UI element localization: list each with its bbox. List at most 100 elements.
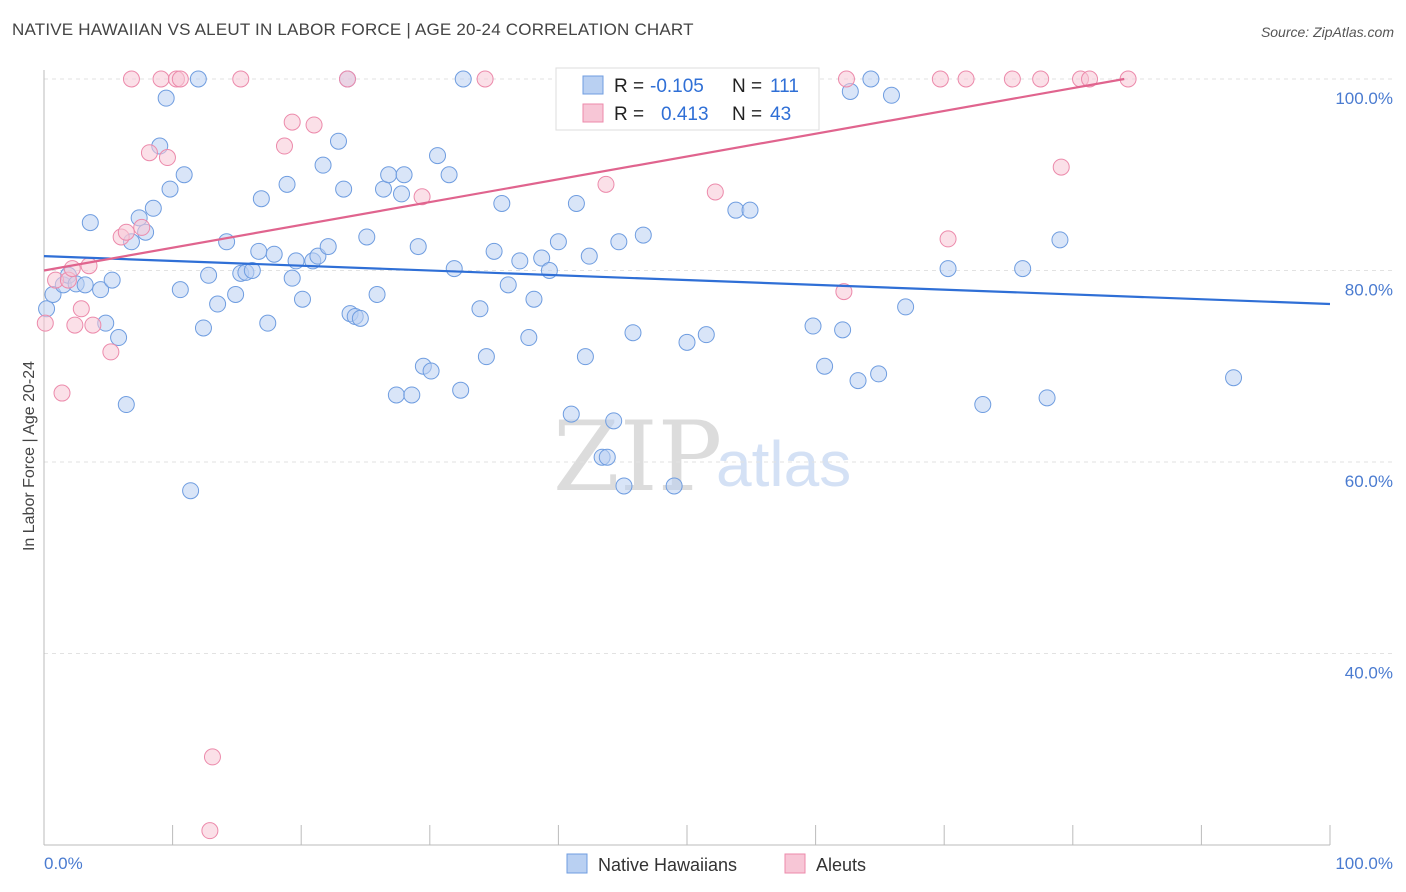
stats-swatch-blue bbox=[582, 75, 604, 95]
native-hawaiian-point bbox=[605, 412, 623, 430]
stats-swatch-pink bbox=[582, 103, 604, 123]
native-hawaiian-point bbox=[259, 314, 277, 332]
aleut-point bbox=[102, 343, 120, 361]
native-hawaiian-point bbox=[471, 300, 489, 318]
native-hawaiian-point bbox=[368, 285, 386, 303]
native-hawaiian-point bbox=[485, 242, 503, 260]
x-tick-label-max: 100.0% bbox=[1335, 854, 1393, 873]
aleut-point bbox=[171, 70, 189, 88]
aleut-point bbox=[939, 230, 957, 248]
native-hawaiian-point bbox=[445, 260, 463, 278]
aleut-point bbox=[232, 70, 250, 88]
native-hawaiian-point bbox=[358, 228, 376, 246]
aleut-point bbox=[283, 113, 301, 131]
native-hawaiian-point bbox=[429, 147, 447, 165]
native-hawaiian-point bbox=[117, 396, 135, 414]
stats-n-value-1: 111 bbox=[770, 76, 799, 97]
native-hawaiian-point bbox=[576, 348, 594, 366]
native-hawaiian-point bbox=[403, 386, 421, 404]
aleut-point bbox=[117, 223, 135, 241]
aleut-point bbox=[931, 70, 949, 88]
native-hawaiian-point bbox=[598, 448, 616, 466]
native-hawaiian-point bbox=[209, 295, 227, 313]
aleut-point bbox=[84, 316, 102, 334]
native-hawaiian-point bbox=[314, 156, 332, 174]
stats-r-value-1: -0.105 bbox=[650, 76, 704, 97]
source-note: Source: ZipAtlas.com bbox=[1260, 24, 1394, 40]
y-tick-label: 80.0% bbox=[1345, 281, 1393, 300]
native-hawaiian-point bbox=[697, 326, 715, 344]
native-hawaiian-point bbox=[804, 317, 822, 335]
native-hawaiian-point bbox=[897, 298, 915, 316]
native-hawaiian-point bbox=[387, 386, 405, 404]
aleut-point bbox=[275, 137, 293, 155]
aleut-point bbox=[133, 218, 151, 236]
native-hawaiian-point bbox=[422, 362, 440, 380]
aleut-point bbox=[122, 70, 140, 88]
aleut-point bbox=[1032, 70, 1050, 88]
x-tick-label-min: 0.0% bbox=[44, 854, 83, 873]
native-hawaiian-point bbox=[182, 482, 200, 500]
native-hawaiian-point bbox=[727, 201, 745, 219]
aleut-point bbox=[957, 70, 975, 88]
stats-r-label-1: R = bbox=[614, 76, 644, 97]
native-hawaiian-point bbox=[335, 180, 353, 198]
native-hawaiian-point bbox=[511, 252, 529, 270]
y-tick-label: 100.0% bbox=[1335, 89, 1393, 108]
stats-legend-box: R = -0.105 N = 111 R = 0.413 N = 43 bbox=[555, 67, 820, 131]
aleut-point bbox=[203, 748, 221, 766]
native-hawaiian-point bbox=[567, 194, 585, 212]
aleut-point bbox=[152, 70, 170, 88]
aleut-point bbox=[140, 144, 158, 162]
native-hawaiian-point bbox=[882, 86, 900, 104]
watermark-zip: ZIP bbox=[553, 401, 722, 513]
y-tick-label: 60.0% bbox=[1345, 472, 1393, 491]
native-hawaiian-point bbox=[144, 199, 162, 217]
native-hawaiian-point bbox=[816, 357, 834, 375]
native-hawaiian-point bbox=[615, 477, 633, 495]
native-hawaiian-point bbox=[278, 175, 296, 193]
native-hawaiian-point bbox=[38, 300, 56, 318]
native-hawaiian-point bbox=[610, 233, 628, 251]
native-hawaiian-point bbox=[525, 290, 543, 308]
native-hawaiian-point bbox=[1051, 231, 1069, 249]
native-hawaiian-point bbox=[520, 329, 538, 347]
native-hawaiian-point bbox=[634, 226, 652, 244]
trend-line-native-hawaiians bbox=[43, 255, 1331, 306]
native-hawaiian-point bbox=[252, 190, 270, 208]
legend-label-aleuts: Aleuts bbox=[816, 855, 866, 875]
stats-n-label-2: N = bbox=[732, 104, 762, 125]
aleut-point bbox=[305, 116, 323, 134]
aleut-point bbox=[80, 257, 98, 275]
aleut-point bbox=[1003, 70, 1021, 88]
trend-lines bbox=[43, 77, 1331, 306]
stats-r-value-2: 0.413 bbox=[661, 104, 709, 125]
native-hawaiian-point bbox=[665, 477, 683, 495]
native-hawaiian-point bbox=[161, 180, 179, 198]
aleut-point bbox=[476, 70, 494, 88]
native-hawaiian-point bbox=[380, 166, 398, 184]
legend-swatch-native-hawaiians bbox=[566, 853, 588, 874]
native-hawaiian-point bbox=[834, 321, 852, 339]
aleut-point bbox=[66, 316, 84, 334]
chart-title: NATIVE HAWAIIAN VS ALEUT IN LABOR FORCE … bbox=[12, 20, 694, 39]
native-hawaiian-point bbox=[283, 269, 301, 287]
native-hawaiian-point bbox=[375, 180, 393, 198]
native-hawaiian-point bbox=[103, 271, 121, 289]
native-hawaiian-point bbox=[974, 396, 992, 414]
y-axis-label: In Labor Force | Age 20-24 bbox=[21, 361, 38, 551]
x-axis-ticks bbox=[43, 825, 1331, 845]
native-hawaiian-point bbox=[493, 194, 511, 212]
aleut-point bbox=[597, 175, 615, 193]
aleut-point bbox=[63, 260, 81, 278]
aleut-point bbox=[1052, 158, 1070, 176]
stats-n-label-1: N = bbox=[732, 76, 762, 97]
gridlines bbox=[44, 78, 1393, 654]
aleut-point bbox=[837, 70, 855, 88]
native-hawaiian-point bbox=[92, 281, 110, 299]
aleut-point bbox=[36, 314, 54, 332]
watermark-atlas: atlas bbox=[716, 428, 851, 500]
native-hawaiian-point bbox=[549, 233, 567, 251]
aleut-point bbox=[53, 384, 71, 402]
aleut-point bbox=[835, 283, 853, 301]
